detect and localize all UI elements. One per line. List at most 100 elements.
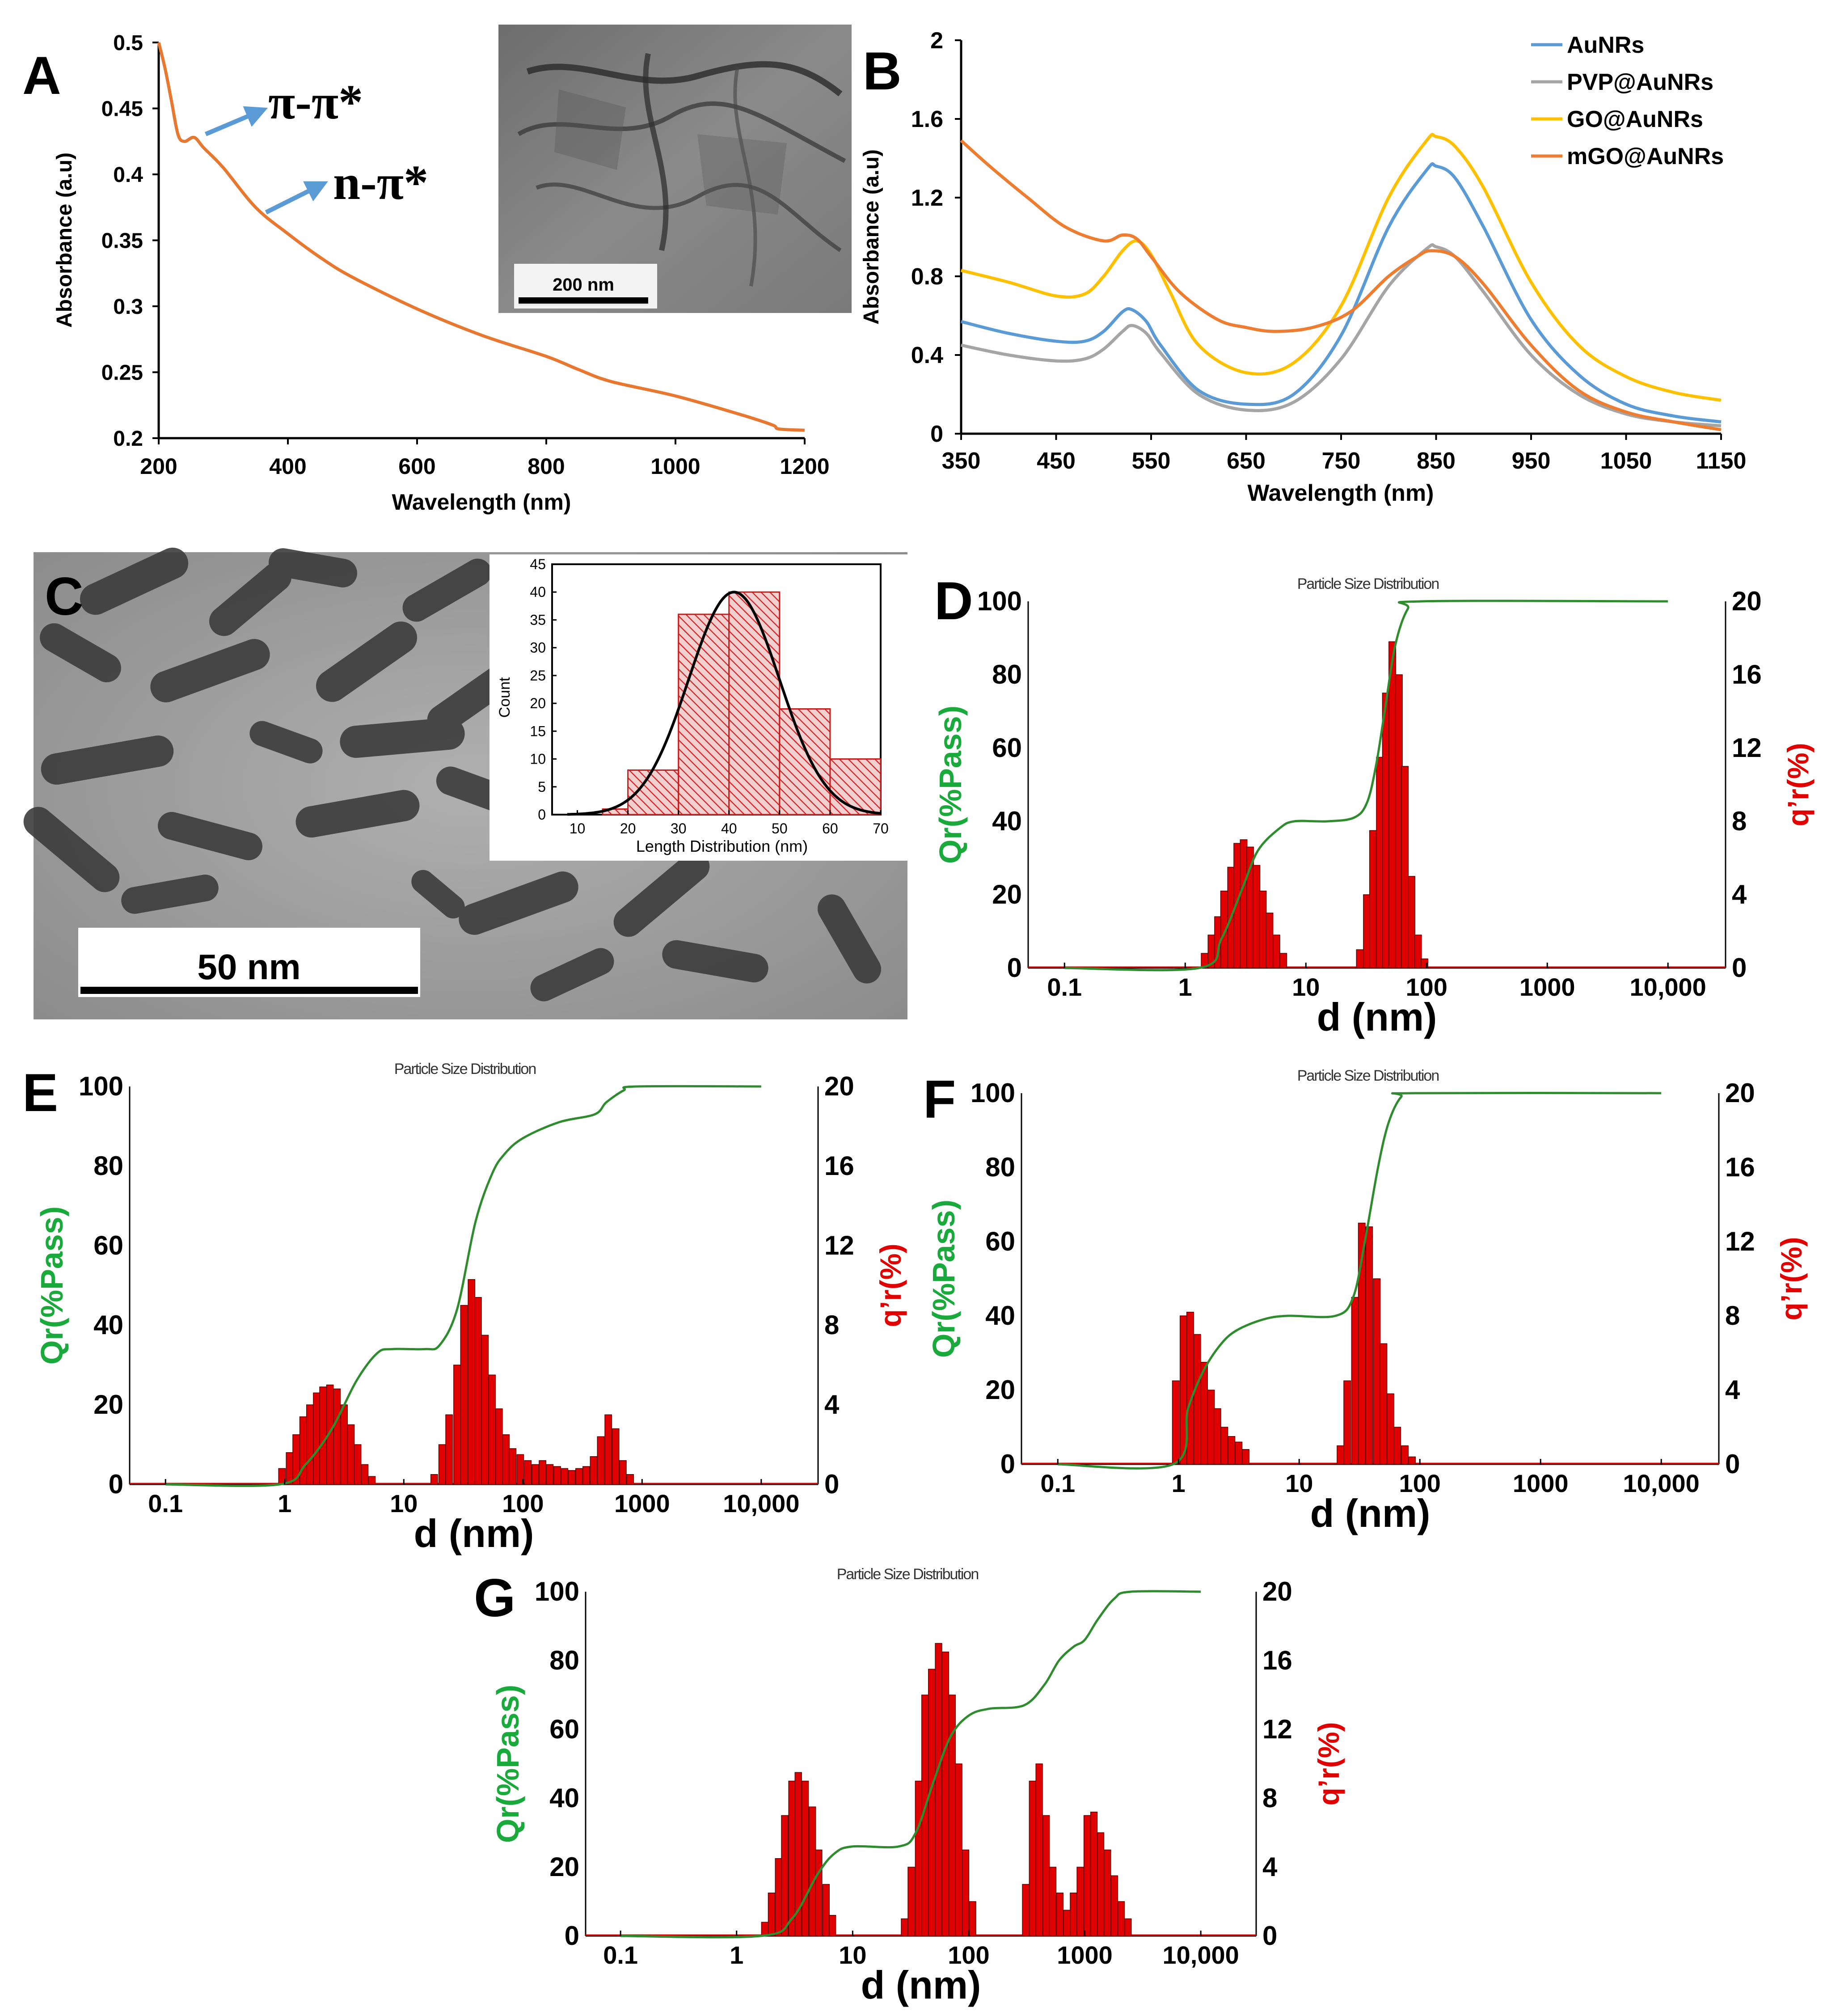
- d-q-bar: [1369, 830, 1377, 968]
- a-arrow-n-pi: [265, 181, 328, 215]
- a-y-tick-label: 0.5: [113, 31, 143, 55]
- c-nanorod: [158, 811, 262, 861]
- g-q-bar: [1110, 1875, 1118, 1936]
- c-histogram-inset: 10 20 30 40 50 60 70 0 5 10 15 20 25 30 35 40 45 Length …: [490, 554, 907, 861]
- panel-c: 50 nm C 10 20 30 40 50 60 70 0 5 10 15 20 25 30 35 40 45…: [23, 547, 907, 1019]
- d-x-tick-label: 10,000: [1630, 973, 1706, 1001]
- b-series-line-mgo-aunrs: [960, 139, 1722, 431]
- d-q-bar: [1259, 891, 1267, 968]
- e-q-bar: [488, 1374, 496, 1485]
- e-q-bar: [626, 1474, 634, 1485]
- e-q-bar: [460, 1305, 468, 1485]
- f-q-bar: [1365, 1226, 1373, 1465]
- c-inset-y-tick-label: 5: [538, 779, 546, 795]
- e-q-bar: [568, 1470, 576, 1485]
- a-y-tick-label: 0.35: [101, 229, 143, 253]
- d-q-bar: [1240, 839, 1248, 968]
- b-y-tick-label: 1.6: [911, 106, 943, 132]
- c-inset-x-tick-label: 40: [721, 820, 737, 837]
- g-q-bar: [955, 1763, 962, 1936]
- a-y-title: Absorbance (a.u): [53, 152, 76, 328]
- c-nanorod: [402, 558, 492, 622]
- d-y-tick-label: 40: [992, 806, 1022, 836]
- c-inset-y-tick-label: 10: [530, 751, 546, 767]
- g-q-bar: [962, 1849, 970, 1936]
- g-y2-tick-label: 8: [1262, 1783, 1277, 1813]
- e-q-bar: [532, 1464, 539, 1485]
- d-y-tick-label: 20: [992, 879, 1022, 909]
- b-y-title: Absorbance (a.u): [860, 149, 883, 325]
- e-y2-tick-label: 16: [824, 1151, 854, 1181]
- c-nanorod: [121, 875, 219, 914]
- g-x-tick-label: 100: [948, 1941, 989, 1969]
- c-histogram-bars: [602, 591, 882, 816]
- e-x-tick-label: 10: [390, 1489, 418, 1517]
- g-q-bar: [1083, 1815, 1091, 1936]
- f-y2-tick-label: 20: [1725, 1078, 1755, 1108]
- b-series-line-go-aunrs: [961, 133, 1722, 402]
- f-q-bar: [1193, 1334, 1201, 1465]
- e-y-tick-label: 0: [109, 1469, 123, 1499]
- c-inset-x-tick-label: 30: [671, 820, 687, 837]
- g-q-bar: [1097, 1832, 1105, 1936]
- g-y2-tick-label: 4: [1262, 1852, 1278, 1882]
- e-y-tick-label: 40: [93, 1310, 123, 1340]
- g-y-tick-label: 40: [549, 1783, 579, 1813]
- e-q-bar: [604, 1414, 612, 1485]
- g-q-bar: [907, 1867, 915, 1936]
- d-title: Particle Size Distribution: [1297, 575, 1439, 592]
- c-histogram-bar: [779, 708, 831, 816]
- b-y-tick-label: 0: [930, 421, 943, 447]
- b-legend-label: mGO@AuNRs: [1567, 144, 1724, 169]
- a-x-title: Wavelength (nm): [392, 490, 571, 515]
- a-y-tick-label: 0.25: [101, 361, 143, 385]
- e-q-bar: [306, 1404, 314, 1485]
- d-Q-curve: [1064, 600, 1668, 972]
- f-y2-tick-label: 12: [1725, 1226, 1755, 1256]
- e-y-tick-label: 80: [93, 1151, 123, 1181]
- d-y-tick-label: 100: [977, 586, 1022, 616]
- e-y2-tick-label: 0: [824, 1469, 839, 1499]
- f-x-tick-label: 10: [1285, 1469, 1313, 1497]
- e-x-tick-label: 0.1: [148, 1489, 183, 1517]
- e-y2-title: q’r(%): [874, 1244, 907, 1327]
- a-y-tick-label: 0.45: [101, 97, 143, 121]
- f-x-tick-label: 10,000: [1623, 1469, 1700, 1497]
- c-nanorod: [249, 721, 323, 764]
- e-q-bar: [539, 1460, 546, 1485]
- e-y-title: Qr(%Pass): [34, 1206, 69, 1365]
- g-x-tick-label: 1: [730, 1941, 743, 1969]
- d-q-bar: [1382, 693, 1390, 968]
- c-inset-y-tick-label: 40: [530, 584, 546, 600]
- e-q-bar: [619, 1460, 627, 1485]
- e-x-tick-label: 1: [278, 1489, 291, 1517]
- panel-label-c: C: [45, 566, 84, 626]
- g-q-bar: [1035, 1763, 1043, 1936]
- e-q-bar: [430, 1474, 438, 1485]
- g-q-bar: [809, 1806, 816, 1936]
- b-y-tick-label: 0.4: [911, 342, 943, 368]
- d-q-bar: [1414, 934, 1422, 968]
- g-q-bar: [788, 1780, 796, 1936]
- g-q-bar: [768, 1893, 776, 1936]
- c-nanorod: [530, 948, 614, 1002]
- e-q-bar: [502, 1434, 510, 1485]
- d-y2-title: q’r(%): [1781, 743, 1815, 827]
- g-y2-tick-label: 16: [1262, 1645, 1292, 1675]
- a-scale-bar-label: 200 nm: [553, 275, 614, 295]
- e-q-bar: [445, 1414, 453, 1485]
- b-x-tick-label: 450: [1037, 448, 1076, 474]
- g-title: Particle Size Distribution: [837, 1566, 979, 1583]
- b-legend-label: AuNRs: [1567, 32, 1644, 58]
- g-y-tick-label: 20: [549, 1852, 579, 1882]
- c-histogram-bar: [728, 591, 781, 816]
- c-inset-y-tick-label: 0: [538, 807, 546, 823]
- d-y2-tick-label: 0: [1732, 953, 1747, 983]
- g-q-bar: [781, 1815, 789, 1936]
- e-y-tick-label: 20: [93, 1390, 123, 1420]
- f-q-bar: [1200, 1362, 1208, 1465]
- f-q-bar: [1172, 1380, 1180, 1465]
